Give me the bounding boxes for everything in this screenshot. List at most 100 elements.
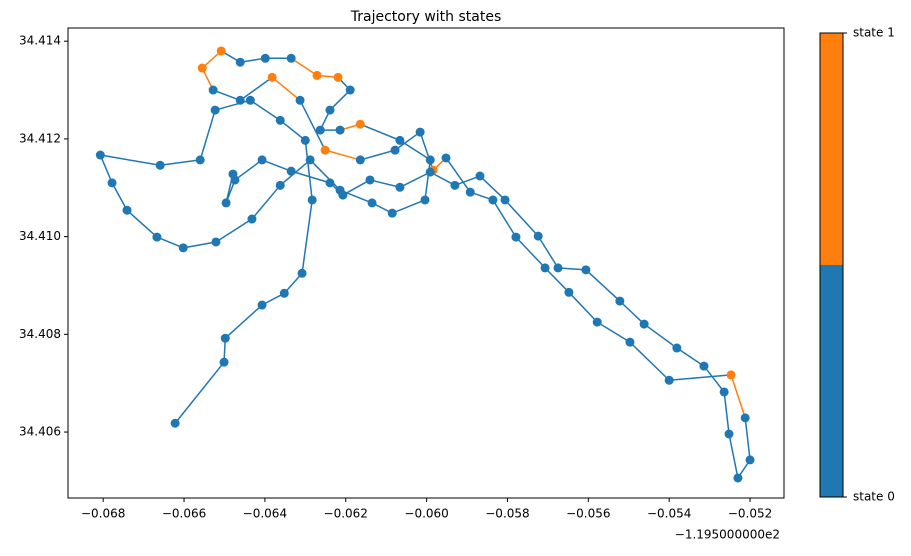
trajectory-point bbox=[553, 263, 563, 273]
trajectory-segment bbox=[399, 171, 431, 188]
trajectory-segment bbox=[290, 57, 318, 77]
trajectory-point bbox=[338, 190, 348, 200]
trajectory-segment bbox=[703, 365, 725, 393]
trajectory-point bbox=[420, 195, 430, 205]
trajectory-point bbox=[295, 95, 305, 105]
trajectory-point bbox=[155, 160, 165, 170]
trajectory-point bbox=[152, 232, 162, 242]
trajectory-point bbox=[450, 180, 460, 190]
trajectory-point bbox=[297, 268, 307, 278]
trajectory-segment bbox=[728, 433, 739, 479]
trajectory-segment bbox=[309, 159, 341, 191]
trajectory-point bbox=[533, 231, 543, 241]
trajectory-segment bbox=[301, 199, 313, 274]
trajectory-segment bbox=[239, 76, 273, 101]
trajectory-segment bbox=[424, 159, 431, 201]
trajectory-point bbox=[387, 208, 397, 218]
x-tick-label: −0.054 bbox=[647, 507, 691, 521]
trajectory-point bbox=[465, 187, 475, 197]
trajectory-segment bbox=[504, 199, 539, 237]
x-tick-label: −0.056 bbox=[566, 507, 610, 521]
trajectory-point bbox=[390, 145, 400, 155]
trajectory-point bbox=[325, 178, 335, 188]
trajectory-point bbox=[719, 387, 729, 397]
trajectory-segment bbox=[126, 209, 158, 238]
trajectory-point bbox=[540, 263, 550, 273]
trajectory-point bbox=[639, 319, 649, 329]
trajectory-segment bbox=[156, 236, 184, 249]
trajectory-point bbox=[441, 153, 451, 163]
trajectory-point bbox=[395, 135, 405, 145]
trajectory-segment bbox=[585, 269, 621, 302]
trajectory-point bbox=[219, 357, 229, 367]
trajectory-segment bbox=[99, 154, 113, 184]
trajectory-segment bbox=[100, 154, 161, 167]
trajectory-point bbox=[581, 265, 591, 275]
trajectory-segment bbox=[391, 199, 426, 214]
trajectory-point bbox=[365, 175, 375, 185]
trajectory-point bbox=[197, 63, 207, 73]
trajectory-point bbox=[511, 232, 521, 242]
trajectory-segment bbox=[730, 374, 746, 419]
trajectory-segment bbox=[279, 119, 306, 141]
trajectory-segment bbox=[342, 179, 371, 196]
trajectory-point bbox=[216, 46, 226, 56]
trajectory-segment bbox=[183, 241, 217, 249]
trajectory-point bbox=[325, 105, 335, 115]
trajectory-segment bbox=[537, 235, 559, 269]
trajectory-segment bbox=[515, 236, 546, 269]
trajectory-point bbox=[355, 155, 365, 165]
y-tick-label: 34.412 bbox=[19, 131, 61, 145]
y-tick-label: 34.410 bbox=[19, 229, 61, 243]
x-tick-label: −0.064 bbox=[243, 507, 287, 521]
trajectory-segment bbox=[290, 170, 331, 184]
trajectory-point bbox=[247, 214, 257, 224]
trajectory-point bbox=[286, 53, 296, 63]
trajectory-point bbox=[726, 370, 736, 380]
trajectory-point bbox=[208, 85, 218, 95]
trajectory-segment bbox=[160, 159, 201, 167]
trajectory-point bbox=[221, 198, 231, 208]
trajectory-segment bbox=[723, 391, 730, 435]
trajectory-point bbox=[245, 95, 255, 105]
trajectory-point bbox=[267, 72, 277, 82]
trajectory-point bbox=[170, 418, 180, 428]
trajectory-point bbox=[395, 182, 405, 192]
trajectory-point bbox=[257, 300, 267, 310]
trajectory-segment bbox=[199, 109, 216, 161]
trajectory-segment bbox=[249, 99, 281, 121]
trajectory-point bbox=[345, 85, 355, 95]
trajectory-point bbox=[210, 105, 220, 115]
trajectory-point bbox=[235, 57, 245, 67]
trajectory-segment bbox=[111, 182, 128, 211]
trajectory-point bbox=[279, 288, 289, 298]
trajectory-segment bbox=[445, 157, 471, 193]
trajectory-point bbox=[425, 155, 435, 165]
trajectory-point bbox=[315, 125, 325, 135]
trajectory-point bbox=[488, 195, 498, 205]
trajectory-segment bbox=[234, 159, 263, 181]
trajectory-segment bbox=[492, 199, 517, 238]
trajectory-point bbox=[307, 195, 317, 205]
colorbar-frame bbox=[819, 32, 844, 498]
trajectory-point bbox=[286, 166, 296, 176]
y-tick-label: 34.414 bbox=[19, 34, 61, 48]
trajectory-segment bbox=[261, 159, 292, 172]
plot-frame bbox=[67, 27, 785, 499]
trajectory-point bbox=[367, 198, 377, 208]
trajectory-segment bbox=[669, 374, 732, 382]
x-tick-label: −0.060 bbox=[404, 507, 448, 521]
trajectory-point bbox=[107, 178, 117, 188]
colorbar-segment bbox=[820, 33, 843, 265]
trajectory-segment bbox=[224, 304, 263, 339]
chart-title: Trajectory with states bbox=[350, 9, 502, 25]
trajectory-segment bbox=[596, 321, 631, 343]
trajectory-segment bbox=[360, 123, 401, 142]
trajectory-segment bbox=[676, 347, 705, 367]
plot-area bbox=[95, 46, 755, 483]
trajectory-segment bbox=[557, 267, 586, 271]
trajectory-point bbox=[625, 337, 635, 347]
trajectory-segment bbox=[215, 218, 253, 243]
trajectory-segment bbox=[174, 361, 225, 424]
